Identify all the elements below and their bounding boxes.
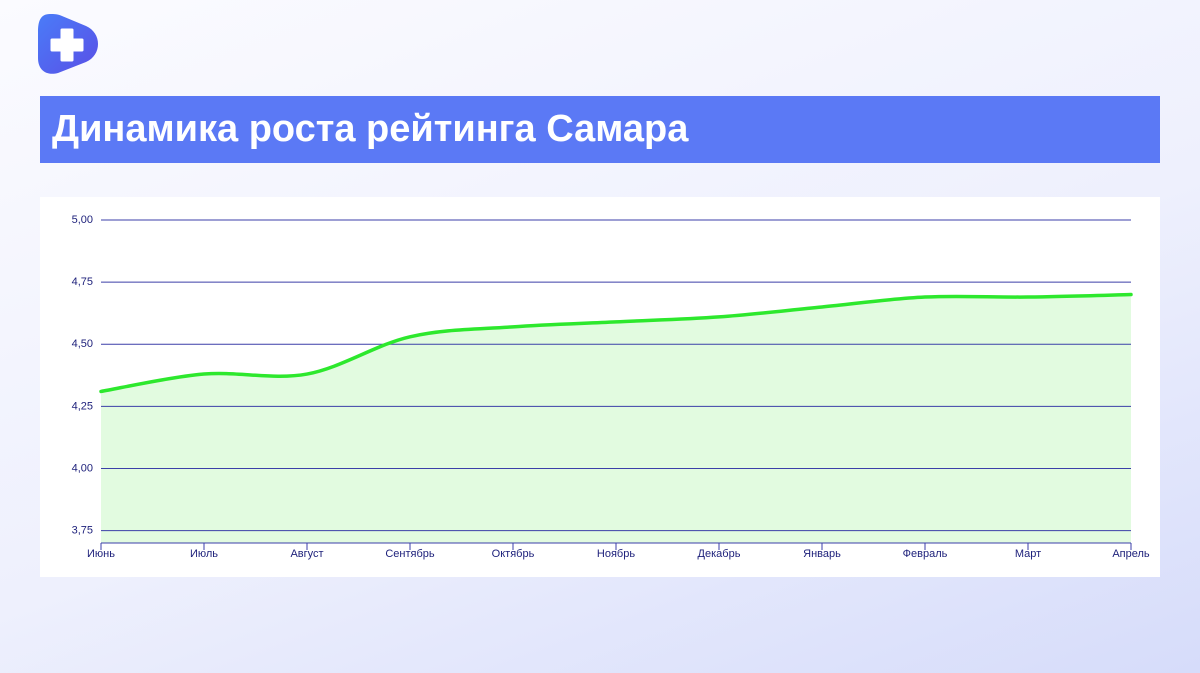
x-tick-label: Июль (190, 548, 218, 560)
x-tick-label: Сентябрь (385, 548, 435, 560)
chart-panel: 3,75 4,00 4,25 4,50 4,75 5,00 Июнь Июль Август Се… (40, 197, 1160, 577)
y-tick-label: 5,00 (72, 214, 93, 226)
x-tick-label: Октябрь (492, 548, 535, 560)
chart-title: Динамика роста рейтинга Самара (52, 108, 689, 150)
y-tick-label: 4,00 (72, 462, 93, 474)
x-tick-label: Июнь (87, 548, 115, 560)
y-tick-label: 3,75 (72, 524, 93, 536)
y-tick-label: 4,75 (72, 276, 93, 288)
x-tick-label: Ноябрь (597, 548, 635, 560)
x-tick-label: Декабрь (698, 548, 741, 560)
x-tick-label: Январь (803, 548, 841, 560)
x-tick-label: Август (290, 548, 323, 560)
logo (38, 14, 98, 74)
y-tick-label: 4,50 (72, 338, 93, 350)
line (99, 292, 1133, 394)
x-tick-label: Апрель (1112, 548, 1150, 560)
title-bar: Динамика роста рейтинга Самара (40, 96, 1160, 163)
chart: 3,75 4,00 4,25 4,50 4,75 5,00 Июнь Июль Август Се… (72, 214, 1150, 560)
x-tick-label: Февраль (903, 548, 948, 560)
x-tick-label: Март (1015, 548, 1041, 560)
y-tick-label: 4,25 (72, 400, 93, 412)
area (101, 294, 1131, 543)
